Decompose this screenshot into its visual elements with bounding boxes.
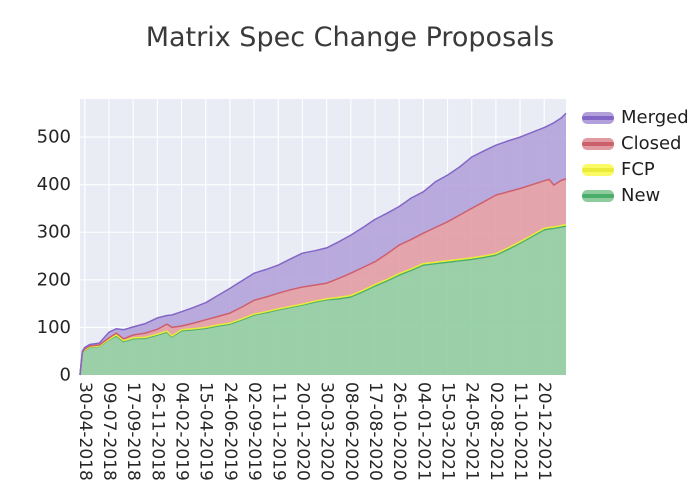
legend-label-merged: Merged — [621, 106, 689, 128]
legend-item-new: New — [582, 185, 689, 206]
legend-item-fcp: FCP — [582, 159, 689, 180]
x-tick-label: 17-08-2020 — [365, 382, 385, 481]
legend-swatch-fcp — [582, 163, 614, 176]
legend-label-new: New — [621, 184, 661, 206]
legend-swatch-merged — [582, 111, 614, 124]
edge-new — [79, 225, 567, 376]
legend-swatch-stripe — [582, 167, 614, 172]
legend-label-closed: Closed — [621, 132, 682, 154]
y-tick-label: 200 — [37, 269, 71, 290]
x-tick-label: 30-03-2020 — [317, 382, 337, 481]
y-tick-label: 300 — [37, 222, 71, 243]
x-tick-label: 04-02-2019 — [172, 382, 192, 481]
x-tick-label: 08-06-2020 — [341, 382, 361, 481]
x-tick-label: 30-04-2018 — [75, 382, 95, 481]
x-tick-label: 11-11-2019 — [268, 382, 288, 481]
legend-swatch-new — [582, 189, 614, 202]
edge-fcp — [79, 223, 567, 376]
x-tick-labels: 30-04-2018 09-07-2018 17-09-2018 26-11-2018… — [75, 382, 554, 481]
x-tick-label: 02-08-2021 — [486, 382, 506, 481]
x-tick-label: 26-10-2020 — [389, 382, 409, 481]
x-tick-label: 15-04-2019 — [196, 382, 216, 481]
y-tick-label: 0 — [60, 365, 71, 386]
x-tick-label: 24-05-2021 — [462, 382, 482, 481]
x-tick-label: 17-09-2018 — [123, 382, 143, 481]
x-tick-label: 15-03-2021 — [438, 382, 458, 481]
x-tick-label: 20-01-2020 — [292, 382, 312, 481]
edge-merged — [79, 112, 567, 376]
y-tick-label: 500 — [37, 127, 71, 148]
x-tick-label: 04-01-2021 — [413, 382, 433, 481]
chart-title: Matrix Spec Change Proposals — [145, 22, 555, 53]
area-merged — [80, 113, 566, 376]
legend-swatch-stripe — [582, 115, 614, 120]
legend: Merged Closed FCP New — [582, 107, 689, 206]
legend-swatch-stripe — [582, 193, 614, 198]
y-tick-labels: 0 100 200 300 400 500 — [37, 127, 71, 386]
x-tick-label: 26-11-2018 — [147, 382, 167, 481]
edge-closed — [79, 178, 567, 376]
area-closed — [80, 178, 566, 375]
legend-item-merged: Merged — [582, 107, 689, 128]
x-tick-label: 02-09-2019 — [244, 382, 264, 481]
x-tick-label: 24-06-2019 — [220, 382, 240, 481]
legend-swatch-closed — [582, 137, 614, 150]
x-tick-label: 20-12-2021 — [534, 382, 554, 481]
areas — [79, 112, 567, 376]
x-tick-label: 11-10-2021 — [510, 382, 530, 481]
x-tick-label: 09-07-2018 — [99, 382, 119, 481]
legend-label-fcp: FCP — [621, 158, 655, 180]
y-tick-label: 100 — [37, 317, 71, 338]
legend-item-closed: Closed — [582, 133, 689, 154]
legend-swatch-stripe — [582, 141, 614, 146]
y-tick-label: 400 — [37, 174, 71, 195]
